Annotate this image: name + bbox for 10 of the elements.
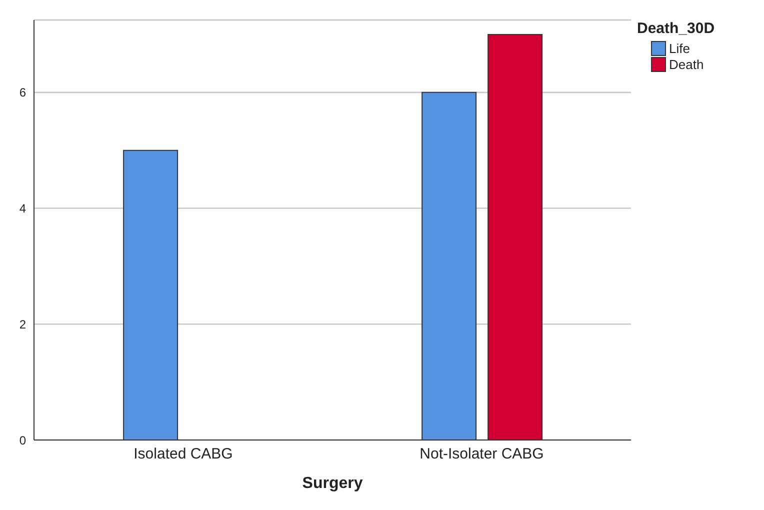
legend-label: Death xyxy=(669,56,704,72)
y-tick-label: 4 xyxy=(19,202,26,216)
x-axis-title: Surgery xyxy=(302,475,363,492)
y-tick-label: 6 xyxy=(19,86,26,100)
x-tick-label: Isolated CABG xyxy=(134,446,233,463)
legend-title: Death_30D xyxy=(637,20,716,37)
y-tick-label: 0 xyxy=(19,433,26,448)
y-tick-label: 2 xyxy=(19,317,26,332)
x-tick-label: Not-Isolater CABG xyxy=(420,446,544,463)
legend-label: Life xyxy=(669,40,690,56)
